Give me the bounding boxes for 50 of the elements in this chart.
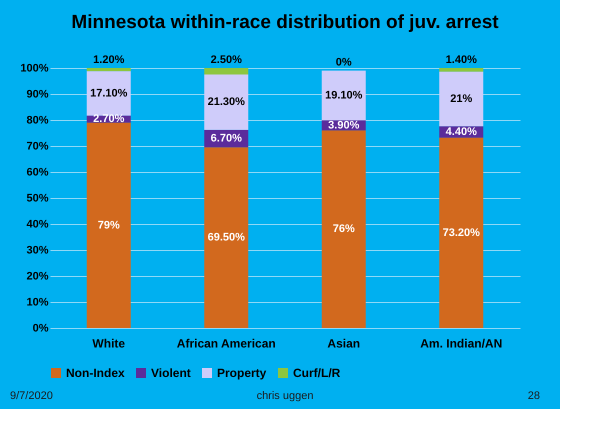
data-label: 4.40%	[446, 126, 478, 138]
bar	[439, 138, 484, 328]
legend-label: Curf/L/R	[293, 366, 341, 380]
bar	[439, 72, 484, 126]
x-tick-label: African American	[176, 336, 276, 350]
chart-title: Minnesota within-race distribution of juv. arrest	[71, 12, 500, 33]
y-tick-label: 100%	[20, 62, 49, 74]
data-label: 69.50%	[208, 232, 246, 244]
y-tick-label: 0%	[32, 322, 49, 334]
data-label: 17.10%	[90, 87, 128, 100]
bar	[322, 70, 366, 120]
text: 28	[528, 390, 540, 402]
data-label: 19.10%	[325, 89, 363, 102]
data-label: 21.30%	[208, 96, 246, 108]
bar	[204, 68, 248, 74]
legend-label: Non-Index	[66, 366, 125, 380]
y-tick-label: 20%	[26, 270, 49, 282]
data-label: 0%	[336, 56, 352, 69]
bar	[86, 71, 131, 116]
y-tick-label: 10%	[26, 296, 49, 308]
y-tick-label: 70%	[26, 140, 49, 152]
y-tick-label: 60%	[26, 166, 49, 178]
data-label: 3.90%	[328, 119, 360, 132]
bar	[204, 147, 248, 328]
bar	[439, 68, 484, 72]
text: chris uggen	[256, 390, 314, 402]
bar	[86, 68, 131, 72]
data-label: 79%	[98, 219, 120, 232]
text: 9/7/2020	[10, 390, 53, 402]
x-tick-label: White	[92, 336, 126, 350]
data-label: 2.70%	[93, 113, 125, 126]
bar	[204, 74, 248, 130]
data-label: 1.40%	[446, 54, 478, 66]
bar	[86, 122, 131, 328]
y-tick-label: 80%	[26, 114, 49, 126]
data-label: 6.70%	[210, 132, 242, 145]
x-tick-label: Asian	[327, 336, 360, 350]
legend-label: Violent	[151, 366, 191, 380]
y-tick-label: 90%	[26, 88, 49, 100]
legend-label: Property	[217, 366, 267, 380]
data-label: 21%	[450, 92, 472, 105]
bar	[322, 130, 366, 328]
y-tick-label: 30%	[26, 244, 49, 256]
data-label: 2.50%	[210, 54, 242, 66]
y-tick-label: 40%	[26, 218, 49, 230]
data-label: 73.20%	[442, 226, 480, 239]
y-tick-label: 50%	[26, 192, 49, 204]
data-label: 76%	[332, 223, 355, 236]
x-tick-label: Am. Indian/AN	[420, 336, 502, 350]
data-label: 1.20%	[93, 54, 125, 66]
